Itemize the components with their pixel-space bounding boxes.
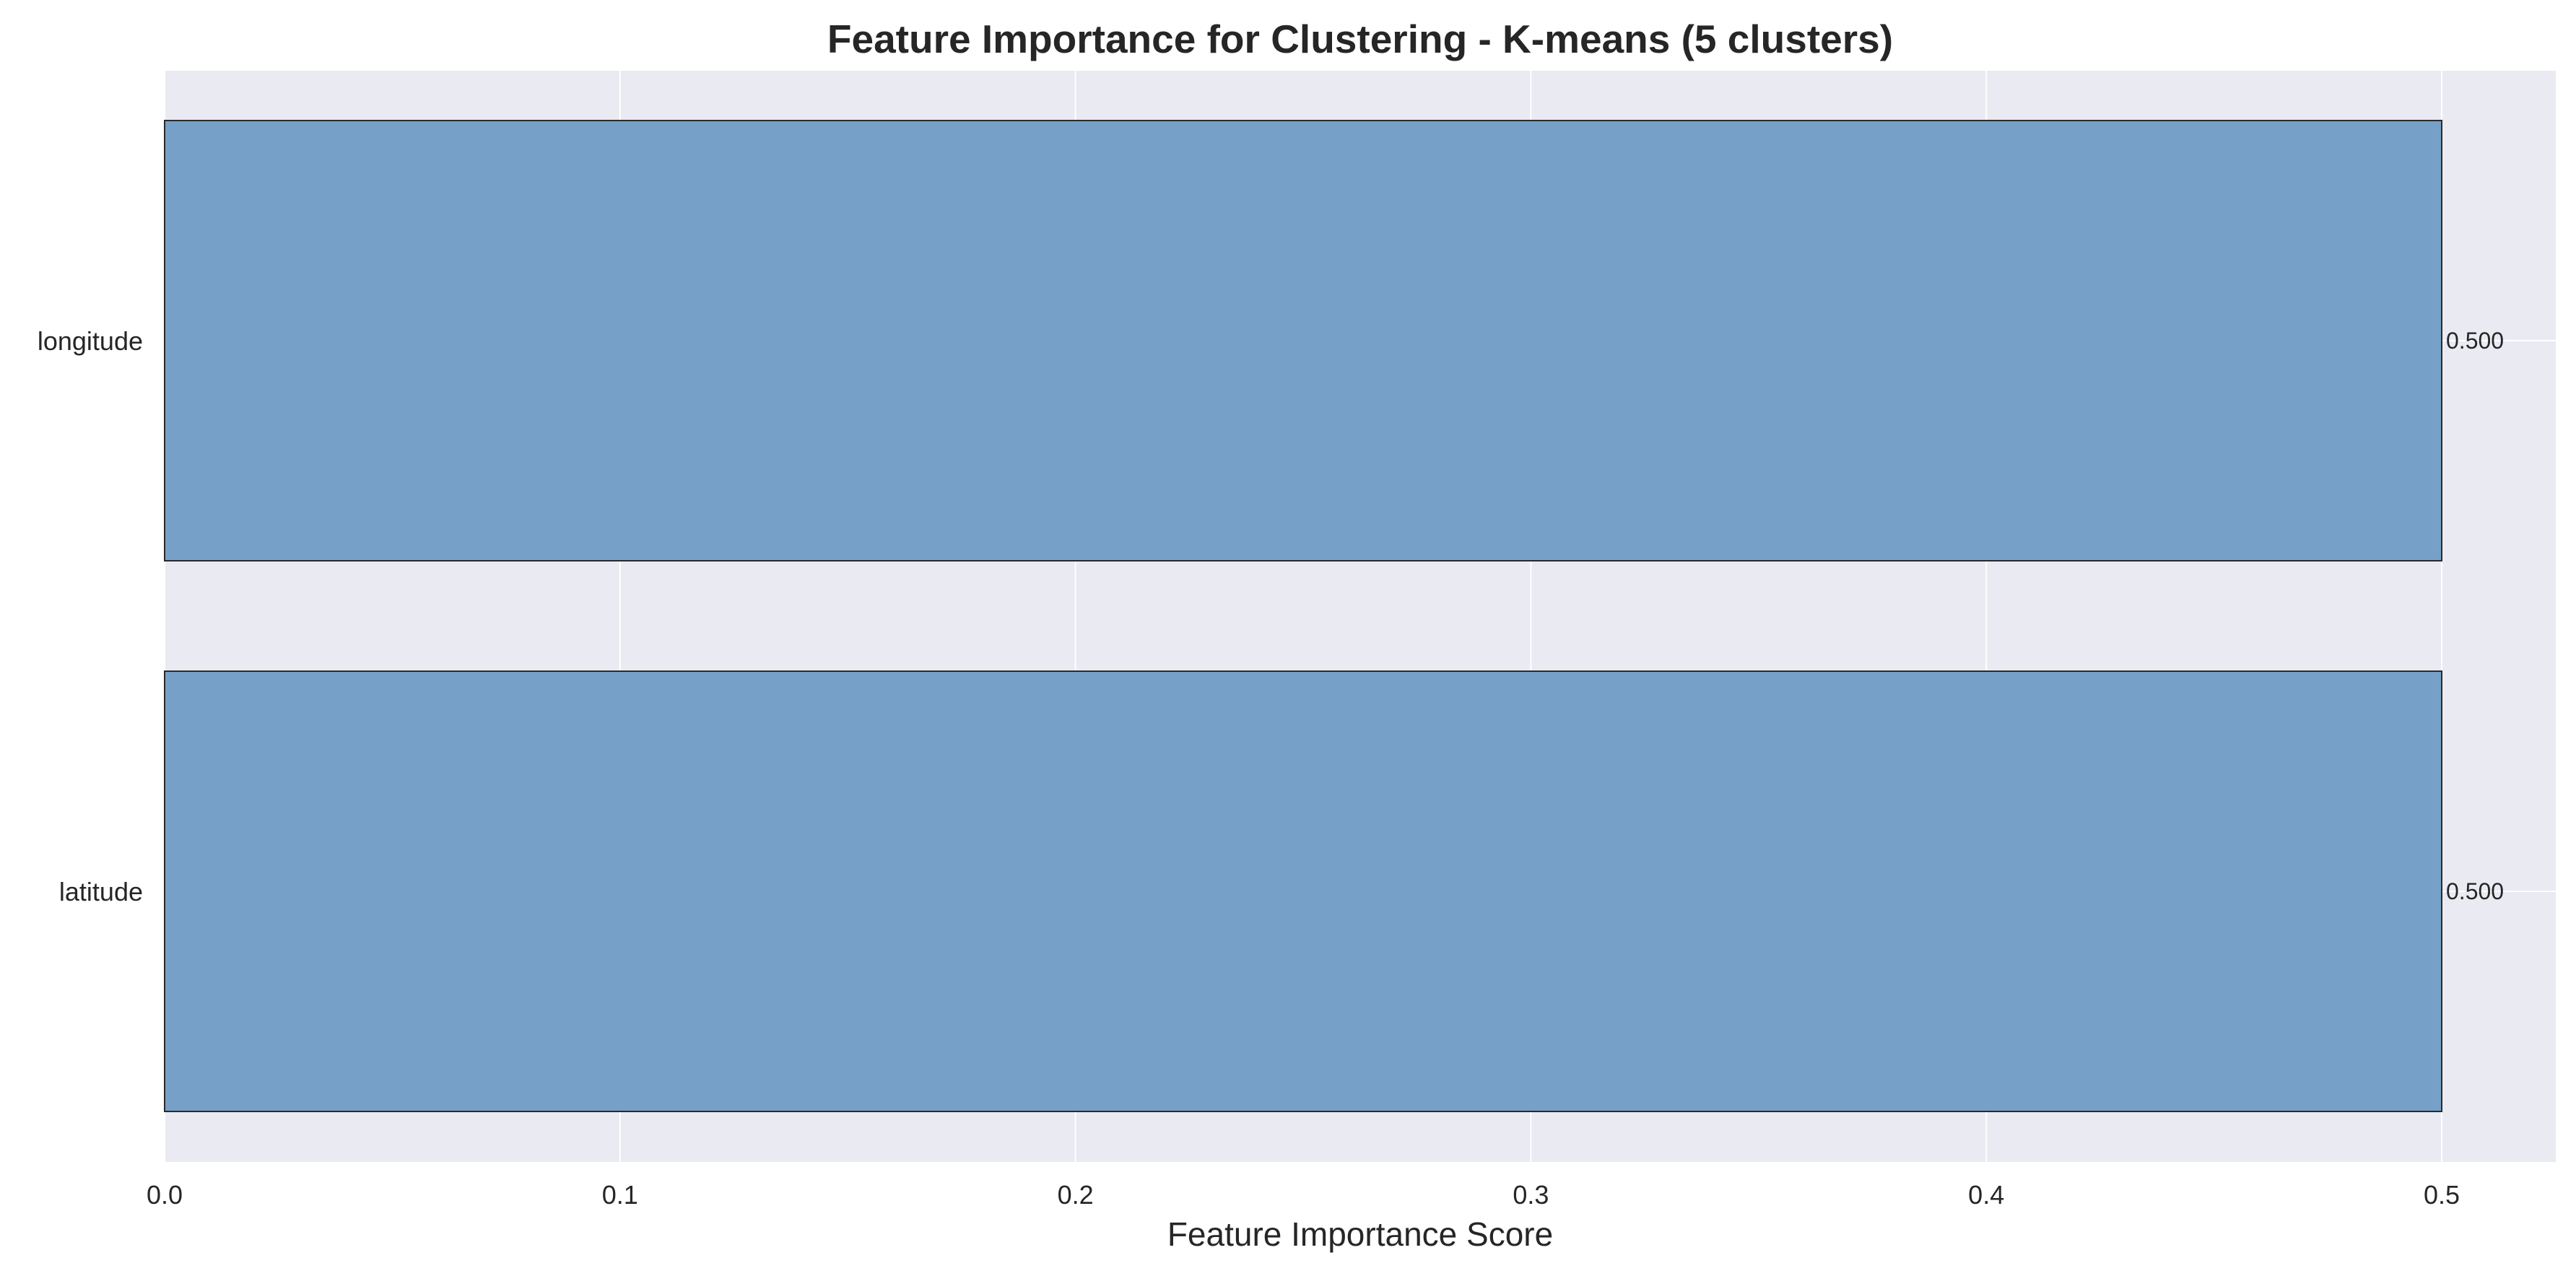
data-labels: 0.500 0.500 xyxy=(2446,328,2504,904)
bars xyxy=(164,120,2442,1112)
chart-title: Feature Importance for Clustering - K-me… xyxy=(827,17,1893,61)
bar-longitude xyxy=(164,120,2442,561)
x-axis-label: Feature Importance Score xyxy=(1167,1215,1553,1253)
x-tick-label: 0.3 xyxy=(1513,1180,1549,1210)
x-tick-label: 0.0 xyxy=(147,1180,183,1210)
x-tick-label: 0.5 xyxy=(2424,1180,2460,1210)
x-tick-label: 0.1 xyxy=(602,1180,638,1210)
x-tick-label: 0.4 xyxy=(1968,1180,2004,1210)
y-tick-label-latitude: latitude xyxy=(59,877,143,906)
x-tick-labels: 0.0 0.1 0.2 0.3 0.4 0.5 xyxy=(147,1180,2460,1210)
bar-latitude xyxy=(164,670,2442,1112)
data-label-latitude: 0.500 xyxy=(2446,878,2504,904)
y-tick-labels: latitude longitude xyxy=(38,326,143,906)
data-label-longitude: 0.500 xyxy=(2446,328,2504,354)
y-tick-label-longitude: longitude xyxy=(38,326,143,356)
x-tick-label: 0.2 xyxy=(1058,1180,1094,1210)
